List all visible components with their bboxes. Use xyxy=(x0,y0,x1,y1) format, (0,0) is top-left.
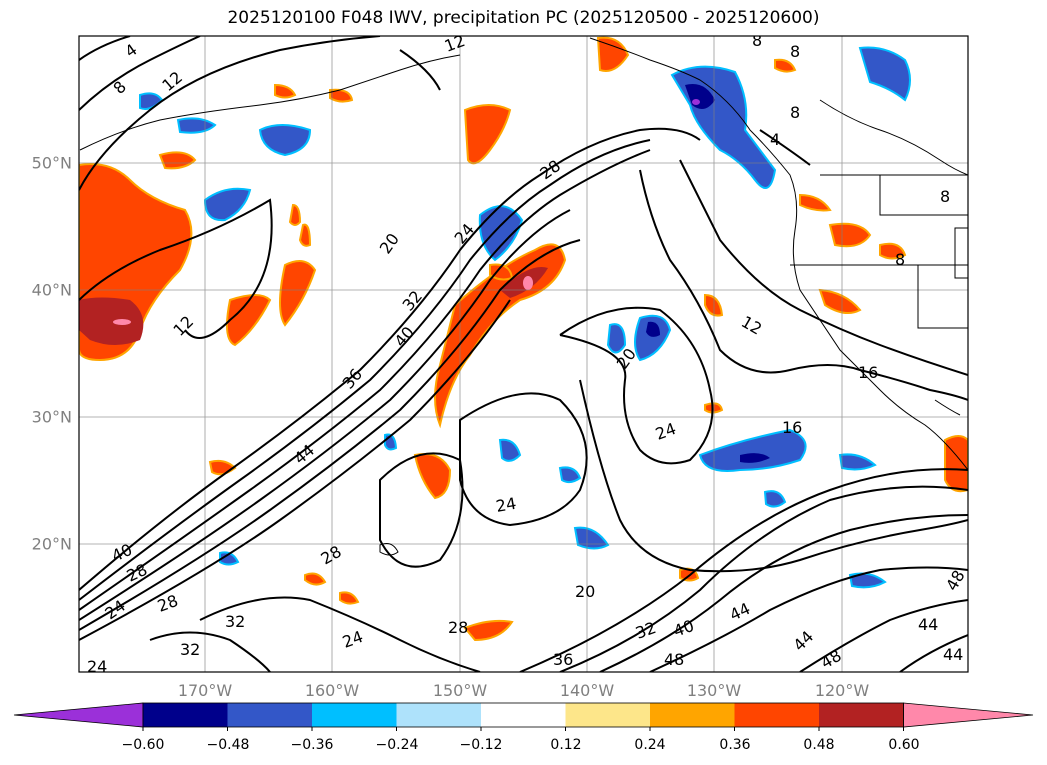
contour-label: 44 xyxy=(918,615,938,634)
colorbar-tick-label: −0.12 xyxy=(459,737,503,753)
contour-label: 12 xyxy=(442,31,468,56)
colorbar-segment xyxy=(227,703,313,727)
map-plot-area: 4 8 12 12 8 8 4 8 8 8 28 20 24 32 40 36 … xyxy=(79,31,968,676)
lat-label: 50°N xyxy=(31,153,72,173)
contour-label: 8 xyxy=(752,31,762,50)
colorbar xyxy=(13,702,1034,731)
contour-label: 8 xyxy=(790,103,800,122)
lon-label: 170°W xyxy=(177,681,233,700)
contour-label: 8 xyxy=(940,187,950,206)
contour-label: 48 xyxy=(664,650,684,669)
contour-label: 28 xyxy=(448,618,468,637)
gridlines xyxy=(79,36,968,672)
iwv-contours xyxy=(79,36,968,672)
contour-label: 4 xyxy=(770,130,780,149)
lon-label: 120°W xyxy=(814,681,870,700)
colorbar-segment xyxy=(734,703,820,727)
colorbar-tick-label: −0.60 xyxy=(121,737,165,753)
colorbar-frame xyxy=(142,702,904,728)
colorbar-tick-label: −0.24 xyxy=(375,737,419,753)
colorbar-extend-min xyxy=(13,702,144,728)
colorbar-segment xyxy=(650,703,735,727)
colorbar-tick-label: 0.36 xyxy=(719,737,751,753)
colorbar-tick-label: −0.36 xyxy=(290,737,334,753)
lat-label: 30°N xyxy=(31,407,72,427)
map-title: 2025120100 F048 IWV, precipitation PC (2… xyxy=(227,8,820,28)
lon-label: 160°W xyxy=(304,681,360,700)
pos-anomaly-west-2 xyxy=(158,151,197,170)
colorbar-tick-label: 0.48 xyxy=(803,737,835,753)
pos-anomaly-west-core xyxy=(79,297,144,345)
lon-label: 140°W xyxy=(559,681,615,700)
colorbar-tick-label: 0.24 xyxy=(634,737,666,753)
contour-label: 20 xyxy=(575,582,595,601)
colorbar-segment xyxy=(312,703,397,727)
pos-anomaly-west-peak xyxy=(113,319,131,325)
contour-label: 32 xyxy=(180,640,200,659)
colorbar-tick-label: 0.60 xyxy=(888,737,920,753)
contour-label: 16 xyxy=(782,418,802,437)
contour-label: 16 xyxy=(858,363,878,382)
contour-label: 32 xyxy=(225,612,245,631)
contour-label: 36 xyxy=(553,650,573,669)
colorbar-tick-label: −0.48 xyxy=(206,737,250,753)
colorbar-segment xyxy=(396,703,482,727)
colorbar-segment xyxy=(819,703,904,727)
contour-label: 44 xyxy=(943,645,963,664)
lon-label: 130°W xyxy=(686,681,742,700)
contour-label: 24 xyxy=(87,657,107,676)
coastlines xyxy=(79,37,968,556)
precip-shading xyxy=(79,36,968,642)
contour-label: 8 xyxy=(895,250,905,269)
lon-label: 150°W xyxy=(432,681,488,700)
contour-label: 24 xyxy=(494,494,517,516)
colorbar-segment xyxy=(565,703,651,727)
lat-label: 40°N xyxy=(31,280,72,300)
colorbar-extend-max xyxy=(903,702,1034,728)
colorbar-segment xyxy=(143,703,228,727)
lat-label: 20°N xyxy=(31,534,72,554)
map-frame xyxy=(78,35,969,673)
contour-label: 8 xyxy=(790,42,800,61)
colorbar-segment xyxy=(481,703,566,727)
colorbar-tick-label: 0.12 xyxy=(550,737,582,753)
